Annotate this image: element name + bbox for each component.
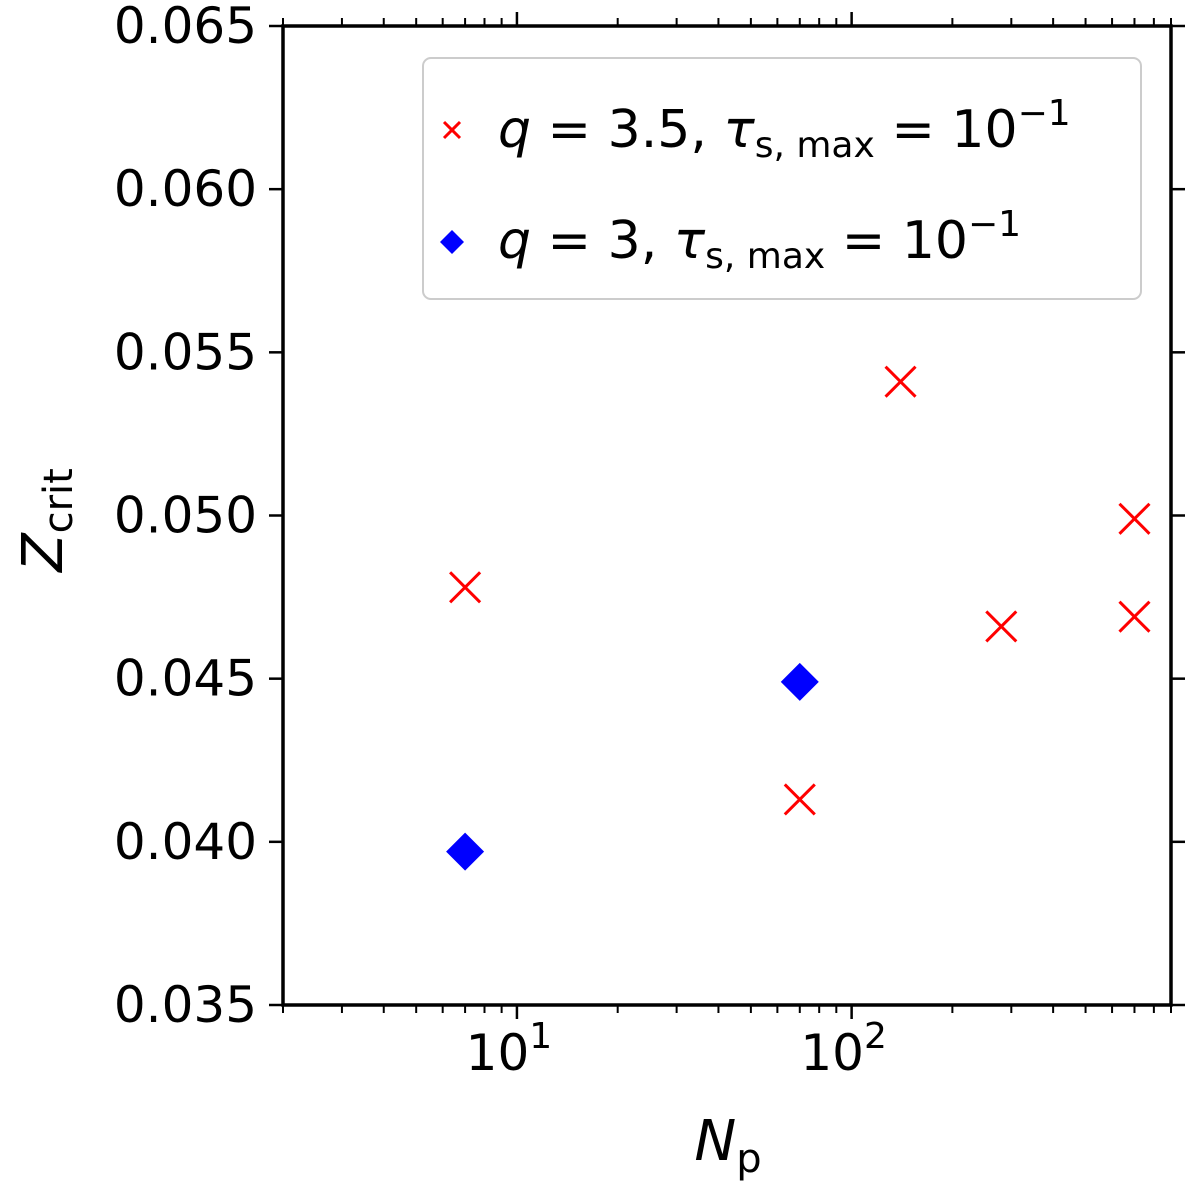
legend: q = 3.5, τs, max = 10−1 q = 3, τs, max =… (422, 57, 1142, 300)
x-marker-stroke (783, 783, 816, 816)
legend-entry-1-q: q (498, 211, 531, 271)
legend-entry-1-eq2: = 10 (825, 211, 968, 271)
x-marker-stroke (1118, 502, 1151, 535)
data-point-x-marker (449, 571, 482, 604)
data-point-x-marker (884, 365, 917, 398)
legend-entry-1-tau: τ (674, 211, 706, 271)
legend-x-marker (442, 120, 462, 140)
plot-frame (281, 24, 1173, 1007)
y-axis-label: Zcrit (11, 468, 82, 574)
x-marker-stroke (449, 571, 482, 604)
y-tick-label: 0.040 (114, 813, 257, 871)
x-tick-label-base: 10 (466, 1024, 530, 1082)
legend-box (422, 57, 1142, 300)
x-tick-label-exponent: 2 (864, 1016, 887, 1057)
x-marker-stroke (985, 610, 1018, 643)
y-tick-label: 0.050 (114, 487, 257, 545)
x-tick-label: 102 (800, 1016, 887, 1082)
y-axis-label-main: Z (11, 532, 76, 574)
y-tick-label: 0.035 (114, 976, 257, 1034)
legend-entry-0-eq2: = 10 (875, 100, 1018, 160)
legend-entry-0: q = 3.5, τs, max = 10−1 (498, 93, 1071, 166)
x-axis-label: Np (694, 1109, 761, 1182)
data-point-x-marker (1118, 502, 1151, 535)
x-tick-label-base: 10 (800, 1024, 864, 1082)
data-point-x-marker (985, 610, 1018, 643)
legend-entry-0-q: q (498, 100, 531, 160)
x-axis-label-sub: p (736, 1136, 761, 1182)
data-point-x-marker (1118, 600, 1151, 633)
data-point-diamond-marker (780, 662, 819, 701)
x-marker-stroke (884, 365, 917, 398)
y-tick-label: 0.045 (114, 650, 257, 708)
y-axis-label-sub: crit (36, 468, 82, 533)
legend-entry-1-eq1: = 3, (531, 211, 674, 271)
y-tick-label: 0.055 (114, 323, 257, 381)
x-tick-label-exponent: 1 (529, 1016, 552, 1057)
legend-entry-1: q = 3, τs, max = 10−1 (498, 204, 1021, 277)
data-point-diamond-marker (446, 832, 485, 871)
legend-marker-x-icon (442, 120, 462, 140)
legend-entry-0-tau: τ (723, 100, 755, 160)
legend-entry-1-sup: −1 (968, 204, 1021, 245)
y-tick-label: 0.065 (114, 0, 257, 55)
y-tick-label: 0.060 (114, 160, 257, 218)
legend-marker-diamond-icon (440, 230, 464, 254)
legend-entry-0-sub: s, max (755, 125, 875, 166)
data-points (446, 365, 1151, 871)
x-tick-label: 101 (466, 1016, 553, 1082)
x-marker-stroke (1118, 600, 1151, 633)
legend-entry-0-sup: −1 (1018, 93, 1071, 134)
data-point-x-marker (783, 783, 816, 816)
legend-entry-0-eq1: = 3.5, (531, 100, 723, 160)
x-axis-label-main: N (694, 1109, 736, 1174)
x-marker-stroke (442, 120, 462, 140)
legend-diamond-marker (440, 230, 464, 254)
legend-entry-1-sub: s, max (705, 236, 825, 277)
